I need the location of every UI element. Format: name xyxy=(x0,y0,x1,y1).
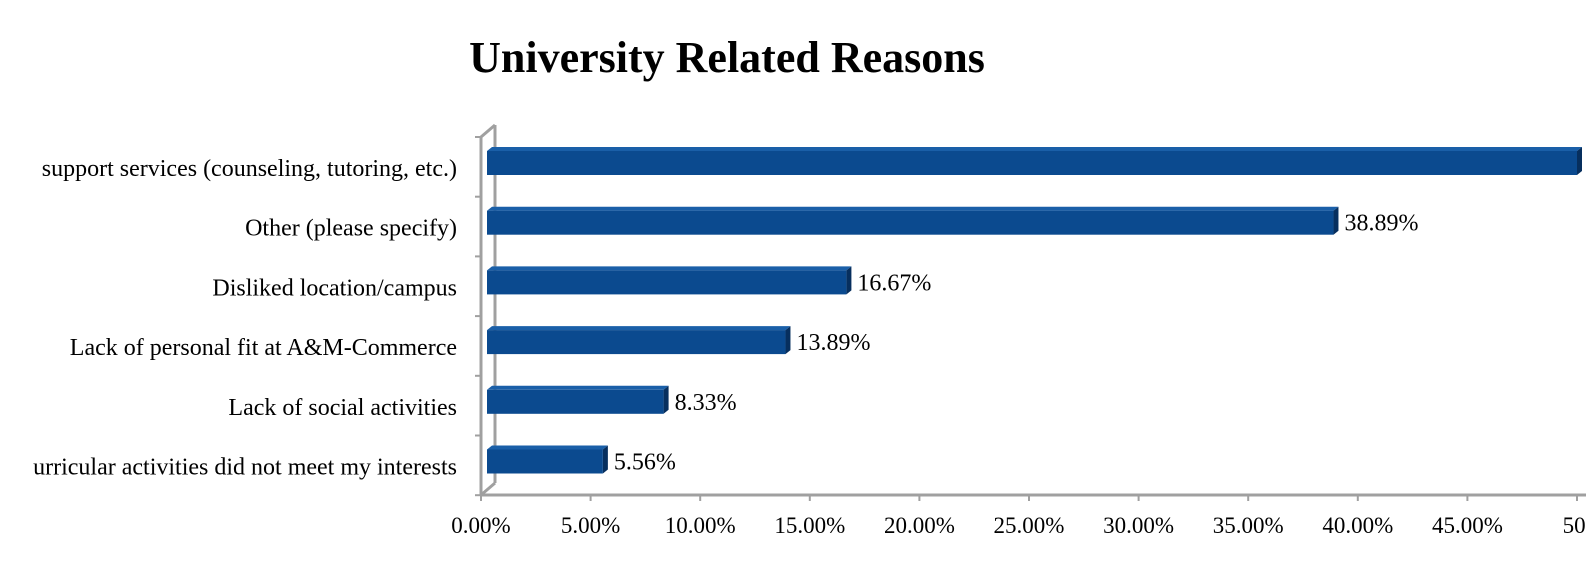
bar xyxy=(487,270,847,295)
bar xyxy=(487,449,603,474)
data-label: 38.89% xyxy=(1344,211,1418,237)
bars-layer xyxy=(487,147,1582,474)
bar xyxy=(487,389,664,414)
y-axis-depth-bottom xyxy=(480,481,496,497)
bar-side-face xyxy=(602,445,608,474)
x-tick-label: 25.00% xyxy=(994,513,1065,538)
x-tick-label: 50. xyxy=(1563,513,1586,538)
x-tick-label: 35.00% xyxy=(1213,513,1284,538)
x-tick-label: 0.00% xyxy=(451,513,510,538)
bar-side-face xyxy=(846,266,852,295)
x-tick-label: 45.00% xyxy=(1432,513,1503,538)
x-tick-label: 40.00% xyxy=(1322,513,1393,538)
bar-top-face xyxy=(487,326,791,331)
x-tick-label: 15.00% xyxy=(774,513,845,538)
x-tick-label: 20.00% xyxy=(884,513,955,538)
axis-layer xyxy=(475,123,1586,501)
bar xyxy=(487,330,786,355)
chart-title: University Related Reasons xyxy=(469,33,985,82)
x-tick-label: 10.00% xyxy=(665,513,736,538)
bar-side-face xyxy=(663,385,669,414)
bar-side-face xyxy=(1577,147,1582,175)
x-tick-label: 30.00% xyxy=(1103,513,1174,538)
category-label: support services (counseling, tutoring, … xyxy=(42,156,457,182)
bar-top-face xyxy=(487,445,608,450)
category-label: Lack of personal fit at A&M-Commerce xyxy=(70,335,457,361)
bar-top-face xyxy=(487,266,852,271)
category-label: Disliked location/campus xyxy=(212,275,457,301)
x-tick-label: 5.00% xyxy=(561,513,620,538)
category-label: Lack of social activities xyxy=(228,395,457,421)
bar-top-face xyxy=(487,385,669,390)
bar-side-face xyxy=(785,326,791,355)
data-label: 16.67% xyxy=(857,270,931,296)
bar-side-face xyxy=(1333,206,1339,235)
bar-top-face xyxy=(487,206,1339,211)
data-label: 8.33% xyxy=(675,390,737,416)
data-label: 5.56% xyxy=(614,450,676,476)
category-label: Other (please specify) xyxy=(245,216,457,242)
labels-layer: 0.00% 5.00% 10.00% 15.00% 20.00% 25.00% 30.00%… xyxy=(33,156,1586,538)
category-label: urricular activities did not meet my int… xyxy=(33,455,457,481)
bar xyxy=(487,151,1577,175)
bar-top-face xyxy=(487,147,1582,151)
data-label: 13.89% xyxy=(796,330,870,356)
y-axis-depth-top xyxy=(480,123,496,139)
bar xyxy=(487,210,1334,235)
